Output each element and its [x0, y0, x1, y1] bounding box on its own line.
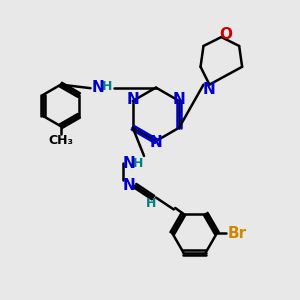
- Text: N: N: [126, 92, 139, 107]
- Text: N: N: [150, 135, 162, 150]
- Text: H: H: [146, 197, 157, 210]
- Text: N: N: [123, 178, 136, 193]
- Text: H: H: [133, 157, 143, 170]
- Text: N: N: [203, 82, 216, 97]
- Text: H: H: [102, 80, 112, 93]
- Text: N: N: [173, 92, 185, 107]
- Text: CH₃: CH₃: [48, 134, 73, 147]
- Text: Br: Br: [227, 226, 246, 241]
- Text: N: N: [92, 80, 104, 95]
- Text: O: O: [219, 27, 232, 42]
- Text: N: N: [123, 156, 136, 171]
